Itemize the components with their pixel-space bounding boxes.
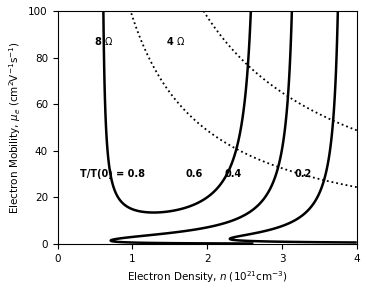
Text: 0.2: 0.2 bbox=[294, 169, 312, 179]
X-axis label: Electron Density, $n$ ($10^{21}$cm$^{-3}$): Electron Density, $n$ ($10^{21}$cm$^{-3}… bbox=[127, 269, 288, 285]
Y-axis label: Electron Mobility, $\mu_e$ (cm$^2$V$^{-1}$s$^{-1}$): Electron Mobility, $\mu_e$ (cm$^2$V$^{-1… bbox=[7, 41, 23, 214]
Text: 4 $\Omega$: 4 $\Omega$ bbox=[166, 35, 185, 47]
Text: 0.6: 0.6 bbox=[185, 169, 202, 179]
Text: 0.4: 0.4 bbox=[225, 169, 242, 179]
Text: 8 $\Omega$: 8 $\Omega$ bbox=[94, 35, 113, 47]
Text: T/T(0) = 0.8: T/T(0) = 0.8 bbox=[80, 169, 145, 179]
